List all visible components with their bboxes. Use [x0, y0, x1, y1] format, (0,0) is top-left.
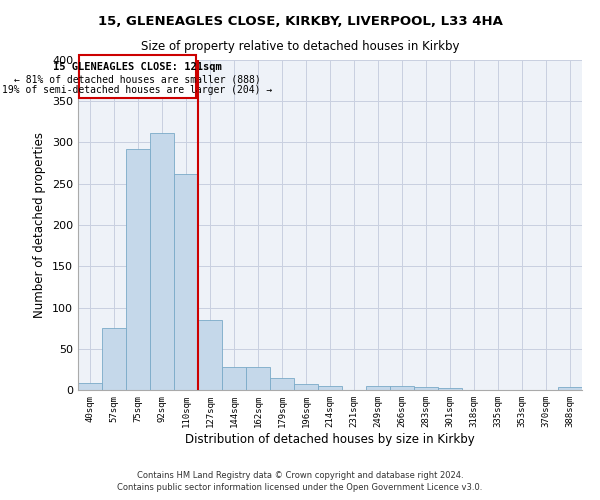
Bar [246, 367, 270, 390]
Text: 15 GLENEAGLES CLOSE: 121sqm: 15 GLENEAGLES CLOSE: 121sqm [53, 62, 222, 72]
Bar [102, 328, 126, 390]
Bar [318, 386, 342, 390]
Text: Size of property relative to detached houses in Kirkby: Size of property relative to detached ho… [141, 40, 459, 53]
Text: Contains HM Land Registry data © Crown copyright and database right 2024.
Contai: Contains HM Land Registry data © Crown c… [118, 471, 482, 492]
Text: 15, GLENEAGLES CLOSE, KIRKBY, LIVERPOOL, L33 4HA: 15, GLENEAGLES CLOSE, KIRKBY, LIVERPOOL,… [98, 15, 502, 28]
Bar [126, 149, 150, 390]
Bar [79, 55, 196, 98]
Text: ← 81% of detached houses are smaller (888): ← 81% of detached houses are smaller (88… [14, 74, 261, 84]
Bar [414, 386, 438, 390]
X-axis label: Distribution of detached houses by size in Kirkby: Distribution of detached houses by size … [185, 432, 475, 446]
Bar [150, 132, 174, 390]
Bar [174, 174, 198, 390]
Bar [366, 386, 390, 390]
Bar [222, 367, 246, 390]
Bar [294, 384, 318, 390]
Bar [270, 378, 294, 390]
Bar [78, 384, 102, 390]
Bar [390, 386, 414, 390]
Y-axis label: Number of detached properties: Number of detached properties [34, 132, 46, 318]
Text: 19% of semi-detached houses are larger (204) →: 19% of semi-detached houses are larger (… [2, 84, 272, 95]
Bar [558, 386, 582, 390]
Bar [438, 388, 462, 390]
Bar [198, 320, 222, 390]
